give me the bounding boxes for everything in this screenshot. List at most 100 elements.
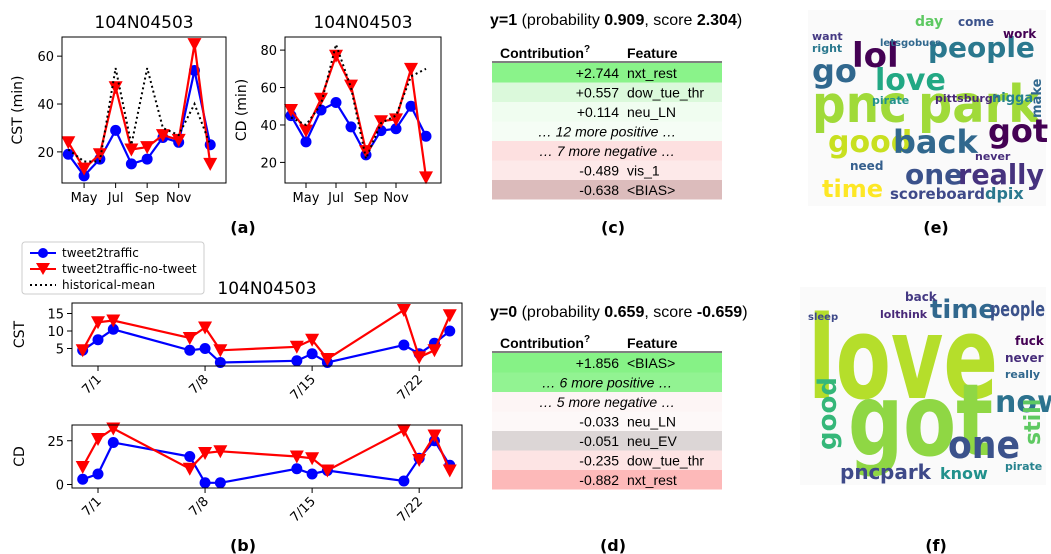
chart: 104N04503 CST (min) 20 40 60 May Jul Sep Nov (10, 13, 227, 206)
marker (182, 462, 197, 476)
y-tick-label: 20 (260, 156, 277, 171)
plot-frame (284, 36, 442, 184)
column-header: Contribution? (500, 334, 590, 351)
word: need (850, 159, 883, 173)
word: right (812, 42, 842, 55)
feature: <BIAS> (627, 182, 675, 198)
contribution: +0.114 (577, 104, 619, 120)
word: one (948, 423, 1020, 467)
panel-label: (b) (230, 536, 256, 554)
y-tick-label: 10 (47, 325, 64, 340)
word: one (905, 158, 963, 191)
marker (75, 461, 90, 474)
word: make (1030, 78, 1045, 118)
chart-title: 104N04503 (313, 13, 412, 33)
marker (299, 124, 313, 138)
word: good (813, 377, 843, 450)
marker (389, 113, 403, 127)
legend-label: tweet2traffic-no-tweet (62, 262, 197, 276)
x-tick-label: Jul (107, 191, 124, 206)
table-row (492, 63, 722, 83)
y-tick-label: 80 (260, 44, 277, 59)
table-row (492, 470, 722, 490)
panel-label: (a) (230, 218, 255, 237)
word-cloud-bg (800, 287, 1046, 485)
word: got (988, 112, 1048, 150)
feature: dow_tue_thr (627, 453, 704, 469)
word: never (975, 150, 1011, 163)
word: back (905, 290, 938, 304)
y-tick-label: 40 (37, 98, 54, 113)
marker (315, 104, 327, 116)
marker (396, 304, 411, 317)
marker (442, 464, 457, 478)
plot-frame (61, 36, 227, 184)
table-row (492, 431, 722, 451)
word: know (940, 464, 988, 483)
marker (199, 477, 211, 489)
y-axis-label: CD (12, 446, 28, 467)
title-part: , score (644, 304, 696, 321)
marker (427, 344, 442, 358)
contribution: -0.489 (579, 163, 619, 179)
marker (203, 157, 218, 171)
series-line (290, 41, 427, 163)
marker (289, 450, 304, 464)
marker (214, 357, 226, 368)
legend-marker (36, 263, 50, 275)
table-row (492, 121, 722, 141)
marker (198, 321, 213, 335)
marker (107, 437, 119, 448)
marker (300, 136, 312, 148)
feature: <BIAS> (627, 355, 675, 371)
panel-label: (c) (601, 218, 625, 237)
word: day (915, 14, 943, 30)
word: dpix (985, 184, 1024, 203)
marker (374, 115, 388, 129)
marker (77, 162, 92, 176)
panel-label: (d) (600, 536, 626, 554)
word: back (893, 123, 978, 161)
x-tick-label: Nov (383, 191, 409, 206)
table-row (492, 180, 722, 200)
word: nigga (992, 91, 1033, 106)
marker (289, 340, 304, 354)
feature: nxt_rest (627, 472, 677, 488)
word: letsgobucs (880, 38, 941, 49)
word: people (990, 297, 1045, 321)
plot-frame (71, 424, 463, 489)
explanation-table: y=1 (probability 0.909, score 2.304) Cont… (490, 12, 742, 200)
marker (420, 130, 432, 142)
contribution: -0.235 (579, 453, 619, 469)
word: work (1003, 27, 1037, 41)
marker (396, 424, 411, 438)
row-summary: … 12 more positive … (538, 124, 677, 140)
marker (345, 121, 357, 133)
marker (107, 323, 119, 335)
marker (284, 104, 298, 117)
table-title: y=0 (probability 0.659, score -0.659) (490, 304, 748, 321)
feature: dow_tue_thr (627, 85, 704, 101)
word: lolthink (880, 308, 928, 321)
chart-title: 104N04503 (217, 279, 316, 299)
series-line (67, 44, 212, 171)
chart-title: 104N04503 (94, 13, 193, 33)
marker (91, 316, 105, 330)
marker (140, 141, 155, 155)
feature: neu_EV (627, 433, 677, 449)
row-summary: … 7 more negative … (539, 143, 675, 159)
contribution: +1.856 (576, 355, 619, 371)
word: never (1005, 351, 1044, 365)
title-part: , score (644, 12, 696, 29)
table-row (492, 411, 722, 431)
y-tick-label: 20 (37, 146, 54, 161)
column-header: Feature (627, 45, 678, 61)
word: park (880, 460, 932, 484)
series-line (67, 70, 212, 178)
title-part: 2.304 (697, 12, 737, 29)
word: good (828, 125, 912, 160)
marker (359, 145, 373, 159)
marker (199, 343, 211, 354)
y-tick-label: 0 (56, 479, 64, 494)
